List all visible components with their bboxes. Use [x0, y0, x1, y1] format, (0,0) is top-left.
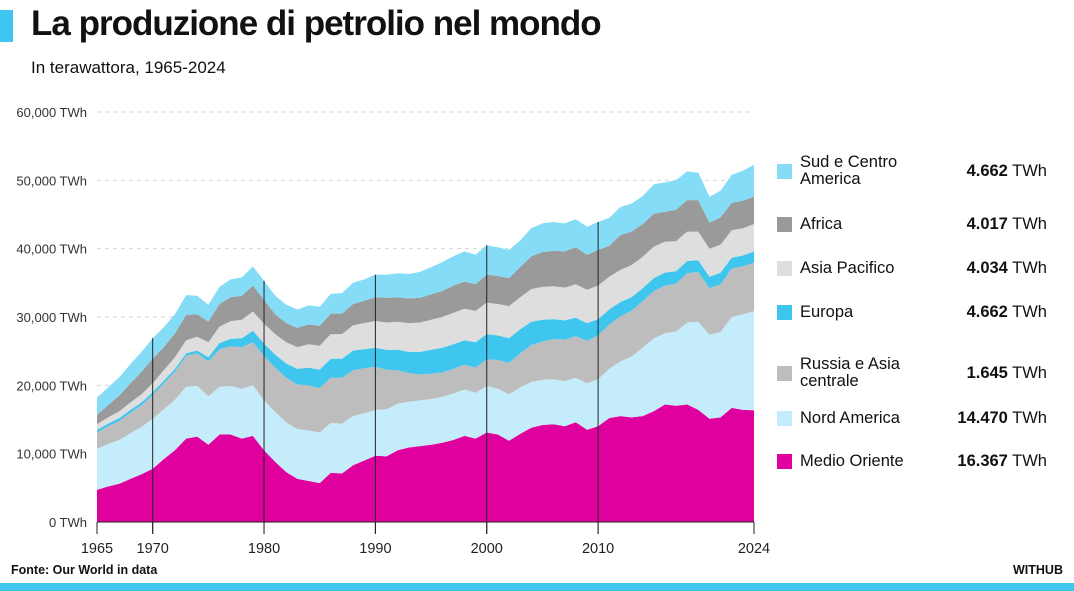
legend-label: Africa	[800, 215, 843, 233]
legend-value: 4.034 TWh	[967, 259, 1047, 278]
area-russia-e-asia-centrale	[97, 262, 754, 449]
x-tick-label: 2000	[471, 541, 503, 557]
y-tick-label: 0 TWh	[49, 515, 87, 530]
legend-item: Nord America 14.470 TWh	[777, 409, 1057, 428]
chart-title: La produzione di petrolio nel mondo	[31, 4, 602, 43]
legend-value-unit: TWh	[1012, 161, 1047, 180]
legend-value-number: 4.017	[966, 215, 1008, 233]
area-nord-america	[97, 311, 754, 490]
legend-swatch	[777, 217, 792, 232]
y-tick-label: 20,000 TWh	[16, 378, 87, 393]
y-tick-label: 40,000 TWh	[16, 242, 87, 257]
legend-swatch	[777, 305, 792, 320]
source-note: Fonte: Our World in data	[11, 563, 158, 577]
legend-swatch	[777, 411, 792, 426]
area-africa	[97, 196, 754, 425]
legend-item: Russia e Asia centrale 1.645 TWh	[777, 356, 1057, 390]
area-medio-oriente	[97, 404, 754, 522]
legend-value: 1.645 TWh	[967, 364, 1047, 383]
area-sud-e-centro-america	[97, 164, 754, 415]
legend-value: 4.017 TWh	[967, 215, 1047, 234]
legend-value-unit: TWh	[1012, 363, 1047, 382]
legend-value-number: 14.470	[957, 409, 1008, 427]
x-tick-label: 1965	[81, 541, 113, 557]
legend-swatch	[777, 261, 792, 276]
legend-value: 4.662 TWh	[967, 303, 1047, 322]
x-tick-label: 1970	[137, 541, 169, 557]
legend-label: Europa	[800, 303, 854, 321]
x-tick-label: 1990	[359, 541, 391, 557]
x-tick-label: 1980	[248, 541, 280, 557]
legend-item: Europa 4.662 TWh	[777, 303, 1057, 322]
legend-label: Russia e Asia centrale	[800, 355, 900, 390]
legend-value-unit: TWh	[1012, 409, 1047, 427]
legend-value-number: 4.034	[966, 259, 1008, 277]
legend-item: Africa 4.017 TWh	[777, 215, 1057, 234]
legend-value-number: 4.662	[966, 161, 1008, 180]
legend-label: Nord America	[800, 409, 900, 427]
legend-swatch	[777, 163, 792, 179]
legend-label: Sud e Centro America	[800, 153, 898, 188]
legend-item: Medio Oriente 16.367 TWh	[777, 452, 1057, 471]
area-asia-pacifico	[97, 224, 754, 430]
x-tick-label: 2024	[738, 541, 770, 557]
y-tick-label: 10,000 TWh	[16, 447, 87, 462]
area-series	[97, 164, 754, 522]
legend-item: Sud e Centro America 4.662 TWh	[777, 154, 1057, 188]
y-tick-label: 60,000 TWh	[16, 105, 87, 120]
legend-label: Medio Oriente	[800, 452, 904, 470]
title-accent-bar	[0, 10, 13, 42]
x-tick-label: 2010	[582, 541, 614, 557]
legend: Sud e Centro America 4.662 TWh Africa 4.017…	[777, 152, 1057, 492]
legend-swatch	[777, 365, 792, 381]
legend-value-unit: TWh	[1012, 215, 1047, 233]
bottom-accent-bar	[0, 583, 1074, 591]
legend-value-unit: TWh	[1012, 259, 1047, 277]
axes: 0 TWh 10,000 TWh 20,000 TWh 30,000 TWh 40,00…	[16, 105, 770, 557]
legend-value-number: 4.662	[966, 303, 1008, 321]
area-europa	[97, 251, 754, 433]
legend-value-number: 1.645	[966, 363, 1008, 382]
legend-label: Asia Pacifico	[800, 259, 895, 277]
legend-value-number: 16.367	[957, 452, 1008, 470]
decade-markers	[152, 222, 599, 534]
legend-value: 14.470 TWh	[957, 409, 1047, 428]
legend-value: 4.662 TWh	[967, 162, 1047, 181]
legend-value-unit: TWh	[1012, 303, 1047, 321]
legend-item: Asia Pacifico 4.034 TWh	[777, 259, 1057, 278]
y-tick-label: 30,000 TWh	[16, 310, 87, 325]
chart-subtitle: In terawattora, 1965-2024	[31, 58, 226, 77]
legend-value-unit: TWh	[1012, 452, 1047, 470]
brand-logo: WITHUB	[1013, 563, 1063, 577]
legend-swatch	[777, 454, 792, 469]
y-tick-label: 50,000 TWh	[16, 173, 87, 188]
legend-value: 16.367 TWh	[957, 452, 1047, 471]
